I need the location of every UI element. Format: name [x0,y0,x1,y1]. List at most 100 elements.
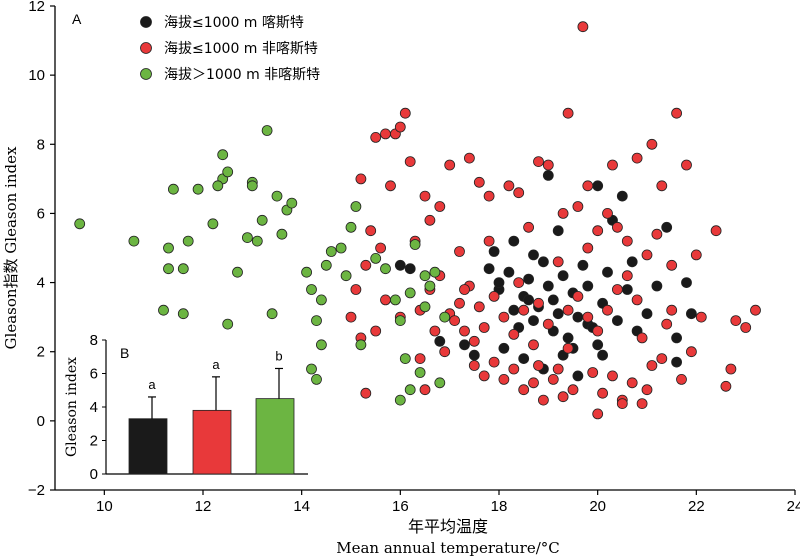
scatter-point [528,339,539,351]
scatter-point [641,308,653,320]
scatter-point [528,315,539,327]
scatter-point [315,339,327,351]
scatter-point [394,121,406,133]
scatter-point [478,370,490,382]
x-tick-label: 18 [491,498,508,515]
scatter-point [542,159,554,171]
scatter-point [434,201,446,212]
scatter-point [459,284,470,295]
scatter-point [582,280,594,292]
scatter-point [681,277,692,289]
scatter-point [222,166,234,178]
scatter-point [459,339,470,351]
scatter-point [646,138,658,150]
scatter-point [404,156,416,168]
scatter-point [335,242,347,254]
scatter-point [562,304,574,316]
scatter-point [370,131,382,143]
scatter-point [207,218,219,230]
scatter-point [355,339,367,351]
scatter-point [473,301,485,313]
x-axis-title-en: Mean annual temperature/°C [336,539,560,557]
scatter-point [301,266,313,278]
scatter-point [607,159,618,171]
y-tick-label: 2 [37,344,45,361]
scatter-point [444,159,456,171]
scatter-point [616,398,628,410]
scatter-point [636,332,648,344]
scatter-point [404,287,416,299]
inset-bar [128,418,168,475]
x-axis-title-cn: 年平均温度 [408,517,488,536]
scatter-point [167,183,179,195]
scatter-point [340,270,352,282]
scatter-point [350,284,362,295]
scatter-point [503,266,515,278]
scatter-point [488,290,500,302]
scatter-point [439,346,451,358]
scatter-point [355,173,367,185]
scatter-point [454,297,465,309]
scatter-point [542,169,554,181]
scatter-point [656,353,668,365]
scatter-point [552,256,564,268]
scatter-point [528,377,539,389]
y-tick-label: 6 [37,205,45,222]
scatter-point [404,384,416,396]
scatter-point [325,246,337,257]
scatter-point [686,308,697,320]
scatter-point [380,263,391,275]
scatter-point [439,311,451,323]
scatter-point [158,304,169,316]
scatter-point [533,156,544,168]
scatter-point [646,360,658,371]
panel-b-label: B [120,345,129,361]
scatter-point [315,294,327,306]
x-tick-label: 12 [195,498,212,515]
scatter-point [592,339,604,351]
panel-a-label: A [72,11,82,27]
scatter-point [311,315,322,327]
scatter-point [276,228,288,240]
scatter-point [508,304,520,316]
scatter-point [513,187,525,199]
scatter-point [241,232,253,244]
scatter-point [429,266,441,278]
scatter-point [661,221,673,233]
scatter-point [552,225,564,237]
scatter-point [498,342,510,354]
scatter-point [538,394,549,406]
scatter-point [607,370,618,382]
scatter-point [547,294,559,306]
y-tick-label: 0 [37,413,45,430]
scatter-point [163,242,174,254]
scatter-point [582,180,594,192]
scatter-point [468,349,480,361]
scatter-point [710,225,722,237]
main-scatter-points [74,21,761,420]
scatter-point [612,315,623,327]
inset-significance-label: a [212,357,220,372]
scatter-point [695,311,707,323]
scatter-point [572,290,584,302]
legend-label: 海拔≤1000 m 喀斯特 [164,15,304,31]
scatter-point [686,346,697,358]
scatter-point [394,315,406,327]
scatter-point [419,270,431,282]
scatter-point [572,370,584,382]
scatter-point [523,273,534,285]
scatter-point [577,21,589,33]
scatter-point [557,391,569,403]
legend-label: 海拔≤1000 m 非喀斯特 [164,41,318,57]
scatter-point [177,263,189,275]
scatter-point [582,242,594,254]
scatter-point [360,259,372,271]
scatter-point [394,259,406,271]
scatter-point [375,242,387,254]
scatter-point [567,384,579,396]
scatter-point [468,360,480,371]
scatter-point [345,221,357,233]
scatter-point [666,304,678,316]
